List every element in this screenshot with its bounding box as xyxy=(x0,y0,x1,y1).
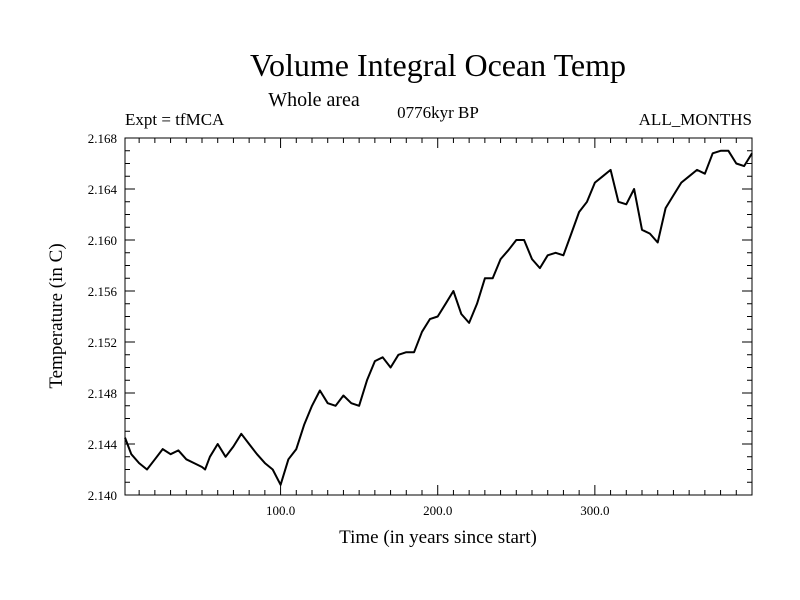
y-tick-label: 2.164 xyxy=(88,182,118,197)
x-tick-label: 300.0 xyxy=(580,503,609,518)
y-tick-label: 2.148 xyxy=(88,386,117,401)
y-tick-label: 2.160 xyxy=(88,233,117,248)
series-line xyxy=(124,149,753,486)
x-tick-label: 100.0 xyxy=(266,503,295,518)
y-tick-label: 2.156 xyxy=(88,284,118,299)
x-axis-label: Time (in years since start) xyxy=(339,527,537,548)
months-label: ALL_MONTHS xyxy=(639,110,752,129)
x-tick-label: 200.0 xyxy=(423,503,452,518)
y-axis-label: Temperature (in C) xyxy=(46,243,67,388)
experiment-label: Expt = tfMCA xyxy=(125,110,225,129)
y-tick-label: 2.144 xyxy=(88,437,118,452)
y-tick-label: 2.168 xyxy=(88,131,117,146)
plot-area: 100.0 200.0 300.0 2.140 2.144 2.148 2.152 2.156… xyxy=(88,131,753,518)
y-tick-label: 2.152 xyxy=(88,335,117,350)
y-tick-label: 2.140 xyxy=(88,488,117,503)
period-label: 0776kyr BP xyxy=(397,103,479,122)
chart-title: Volume Integral Ocean Temp xyxy=(250,47,626,83)
chart-subtitle: Whole area xyxy=(268,89,360,111)
